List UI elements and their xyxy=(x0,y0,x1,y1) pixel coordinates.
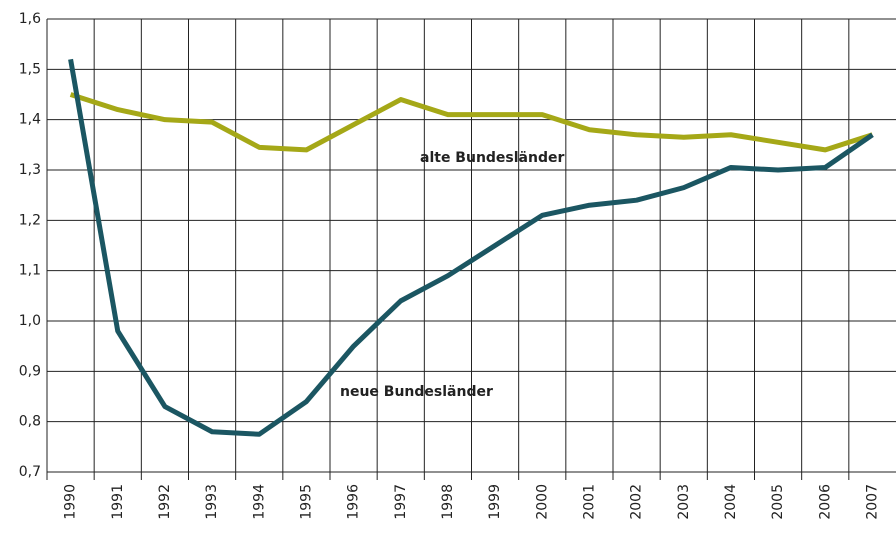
y-tick-label: 1,0 xyxy=(19,313,41,329)
y-tick-label: 1,2 xyxy=(19,212,41,228)
x-tick-label: 1993 xyxy=(204,484,220,520)
x-tick-label: 1996 xyxy=(346,484,362,520)
series-label: alte Bundesländer xyxy=(420,150,564,166)
y-tick-label: 1,6 xyxy=(19,11,41,27)
y-tick-label: 1,4 xyxy=(19,112,41,128)
y-tick-label: 1,3 xyxy=(19,162,41,178)
x-tick-label: 1992 xyxy=(157,484,173,520)
x-tick-label: 2006 xyxy=(817,484,833,520)
x-tick-label: 2005 xyxy=(770,484,786,520)
x-tick-label: 1999 xyxy=(487,484,503,520)
x-tick-label: 2007 xyxy=(864,484,880,520)
series-line xyxy=(69,92,874,153)
x-tick-label: 1994 xyxy=(251,484,267,520)
x-tick-label: 1995 xyxy=(298,484,314,520)
x-tick-label: 2004 xyxy=(723,484,739,520)
y-tick-label: 0,8 xyxy=(19,414,41,430)
x-tick-label: 1990 xyxy=(63,484,79,520)
x-tick-label: 2001 xyxy=(581,484,597,520)
y-tick-label: 1,1 xyxy=(19,263,41,279)
y-tick-label: 0,9 xyxy=(19,363,41,379)
y-tick-label: 1,5 xyxy=(19,61,41,77)
x-tick-label: 1998 xyxy=(440,484,456,520)
x-tick-label: 1997 xyxy=(393,484,409,520)
series-label: neue Bundesländer xyxy=(340,384,493,400)
y-tick-label: 0,7 xyxy=(19,464,41,480)
x-tick-label: 2002 xyxy=(629,484,645,520)
x-tick-label: 2003 xyxy=(676,484,692,520)
x-tick-label: 2000 xyxy=(534,484,550,520)
series-line xyxy=(68,58,874,437)
x-tick-label: 1991 xyxy=(110,484,126,520)
